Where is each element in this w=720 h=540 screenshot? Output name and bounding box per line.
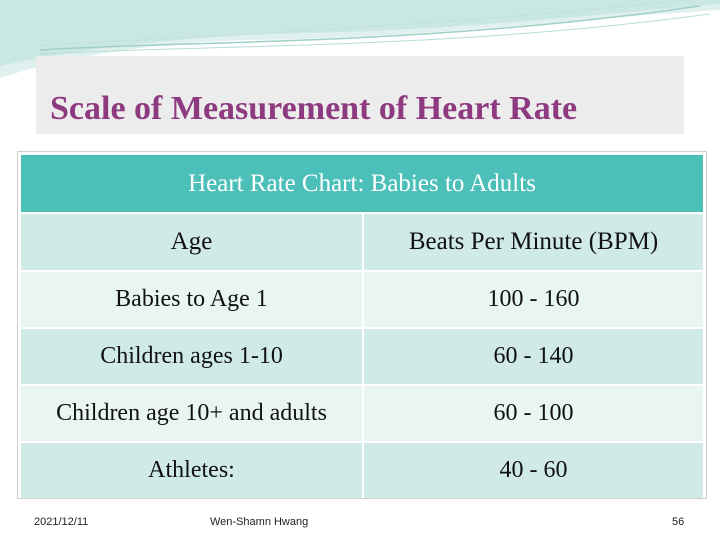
table-header-row: Age Beats Per Minute (BPM): [21, 213, 704, 271]
heart-rate-table: Heart Rate Chart: Babies to Adults Age B…: [21, 155, 704, 498]
footer-page-number: 56: [672, 516, 685, 528]
footer-date: 2021/12/11: [34, 516, 89, 528]
table-row: Athletes: 40 - 60: [21, 441, 704, 498]
table-row: Children ages 1-10 60 - 140: [21, 327, 704, 385]
slide-title: Scale of Measurement of Heart Rate: [50, 90, 578, 127]
bpm-cell: 40 - 60: [363, 441, 704, 498]
bpm-cell: 60 - 100: [363, 384, 704, 442]
age-cell: Athletes:: [21, 441, 364, 498]
bpm-cell: 100 - 160: [363, 270, 704, 328]
table-row: Children age 10+ and adults 60 - 100: [21, 384, 704, 442]
table-row: Babies to Age 1 100 - 160: [21, 270, 704, 328]
heart-rate-table-frame: Heart Rate Chart: Babies to Adults Age B…: [17, 151, 707, 499]
title-band: [36, 56, 684, 134]
bpm-cell: 60 - 140: [363, 327, 704, 385]
header-bpm: Beats Per Minute (BPM): [363, 213, 704, 271]
age-cell: Children ages 1-10: [21, 327, 364, 385]
table-caption-text: Heart Rate Chart: Babies to Adults: [188, 169, 536, 197]
header-age: Age: [21, 213, 364, 271]
age-cell: Children age 10+ and adults: [21, 384, 364, 442]
footer-author: Wen-Shamn Hwang: [210, 516, 309, 528]
decorative-swoosh: [0, 0, 720, 78]
age-cell: Babies to Age 1: [21, 270, 364, 328]
table-caption: Heart Rate Chart: Babies to Adults: [21, 155, 704, 214]
